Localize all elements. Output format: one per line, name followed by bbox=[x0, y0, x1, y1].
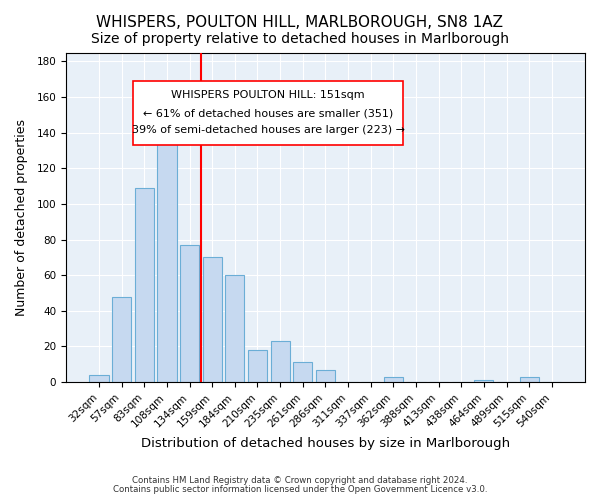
Bar bbox=[520, 376, 539, 382]
Text: Contains public sector information licensed under the Open Government Licence v3: Contains public sector information licen… bbox=[113, 485, 487, 494]
Bar bbox=[225, 275, 244, 382]
Text: ← 61% of detached houses are smaller (351): ← 61% of detached houses are smaller (35… bbox=[143, 108, 394, 118]
Bar bbox=[248, 350, 267, 382]
Bar bbox=[316, 370, 335, 382]
Bar bbox=[112, 296, 131, 382]
Bar bbox=[180, 245, 199, 382]
Text: 39% of semi-detached houses are larger (223) →: 39% of semi-detached houses are larger (… bbox=[132, 125, 405, 135]
Y-axis label: Number of detached properties: Number of detached properties bbox=[15, 119, 28, 316]
Bar bbox=[271, 341, 290, 382]
Bar bbox=[157, 142, 176, 382]
Bar bbox=[89, 375, 109, 382]
Bar bbox=[474, 380, 493, 382]
Bar bbox=[293, 362, 313, 382]
Text: Size of property relative to detached houses in Marlborough: Size of property relative to detached ho… bbox=[91, 32, 509, 46]
Text: Contains HM Land Registry data © Crown copyright and database right 2024.: Contains HM Land Registry data © Crown c… bbox=[132, 476, 468, 485]
Bar bbox=[203, 258, 222, 382]
Text: WHISPERS POULTON HILL: 151sqm: WHISPERS POULTON HILL: 151sqm bbox=[172, 90, 365, 101]
Bar bbox=[134, 188, 154, 382]
FancyBboxPatch shape bbox=[133, 80, 403, 145]
Text: WHISPERS, POULTON HILL, MARLBOROUGH, SN8 1AZ: WHISPERS, POULTON HILL, MARLBOROUGH, SN8… bbox=[97, 15, 503, 30]
X-axis label: Distribution of detached houses by size in Marlborough: Distribution of detached houses by size … bbox=[141, 437, 510, 450]
Bar bbox=[383, 376, 403, 382]
